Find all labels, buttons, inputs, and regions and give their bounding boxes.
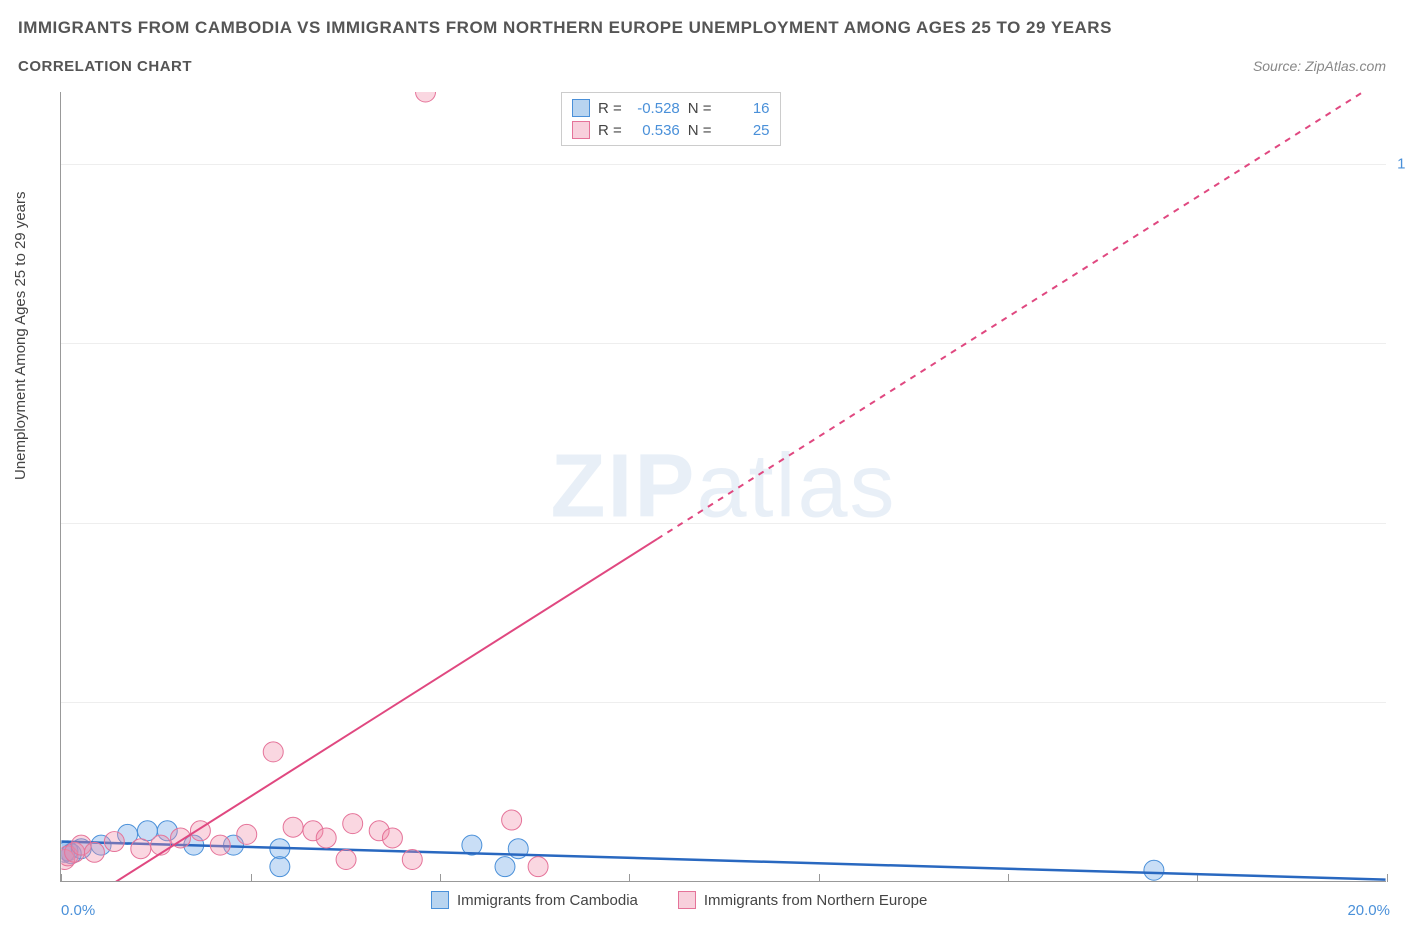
- x-tick-max: 20.0%: [1347, 902, 1390, 919]
- data-point: [104, 832, 124, 852]
- chart-subtitle: CORRELATION CHART: [18, 58, 192, 75]
- data-point: [316, 828, 336, 848]
- legend-item-cambodia: Immigrants from Cambodia: [431, 891, 638, 909]
- legend-swatch-cambodia-b: [431, 891, 449, 909]
- data-point: [336, 849, 356, 869]
- chart-title: IMMIGRANTS FROM CAMBODIA VS IMMIGRANTS F…: [18, 18, 1112, 38]
- data-point: [237, 824, 257, 844]
- y-tick-label: 100.0%: [1397, 155, 1406, 172]
- legend-row-neurope: R = 0.536 N = 25: [572, 119, 770, 141]
- x-tick: [1387, 874, 1388, 882]
- legend-correlation: R = -0.528 N = 16 R = 0.536 N = 25: [561, 92, 781, 146]
- data-point: [151, 835, 171, 855]
- data-point: [416, 92, 436, 102]
- stat-N-cambodia: 16: [720, 100, 770, 117]
- stat-label-N: N =: [688, 122, 712, 139]
- data-point: [382, 828, 402, 848]
- stat-R-neurope: 0.536: [630, 122, 680, 139]
- data-point: [495, 857, 515, 877]
- chart-svg: [61, 92, 1386, 881]
- data-point: [263, 742, 283, 762]
- legend-label-cambodia: Immigrants from Cambodia: [457, 892, 638, 909]
- trend-line-dashed: [657, 92, 1385, 539]
- data-point: [283, 817, 303, 837]
- data-point: [84, 842, 104, 862]
- data-point: [502, 810, 522, 830]
- stat-R-cambodia: -0.528: [630, 100, 680, 117]
- x-tick-min: 0.0%: [61, 902, 95, 919]
- data-point: [1144, 860, 1164, 880]
- legend-series: Immigrants from Cambodia Immigrants from…: [431, 891, 927, 909]
- y-axis-label: Unemployment Among Ages 25 to 29 years: [12, 191, 29, 480]
- legend-swatch-neurope-b: [678, 891, 696, 909]
- data-point: [343, 814, 363, 834]
- stat-label-N: N =: [688, 100, 712, 117]
- data-point: [210, 835, 230, 855]
- data-point: [402, 849, 422, 869]
- legend-swatch-cambodia: [572, 99, 590, 117]
- legend-swatch-neurope: [572, 121, 590, 139]
- legend-item-neurope: Immigrants from Northern Europe: [678, 891, 927, 909]
- data-point: [528, 857, 548, 877]
- plot-area: ZIPatlas 25.0%50.0%75.0%100.0% R = -0.52…: [60, 92, 1386, 882]
- trend-line: [61, 842, 1385, 880]
- chart-source: Source: ZipAtlas.com: [1253, 58, 1386, 74]
- stat-label-R: R =: [598, 122, 622, 139]
- stat-label-R: R =: [598, 100, 622, 117]
- data-point: [270, 857, 290, 877]
- legend-label-neurope: Immigrants from Northern Europe: [704, 892, 927, 909]
- data-point: [131, 839, 151, 859]
- stat-N-neurope: 25: [720, 122, 770, 139]
- legend-row-cambodia: R = -0.528 N = 16: [572, 97, 770, 119]
